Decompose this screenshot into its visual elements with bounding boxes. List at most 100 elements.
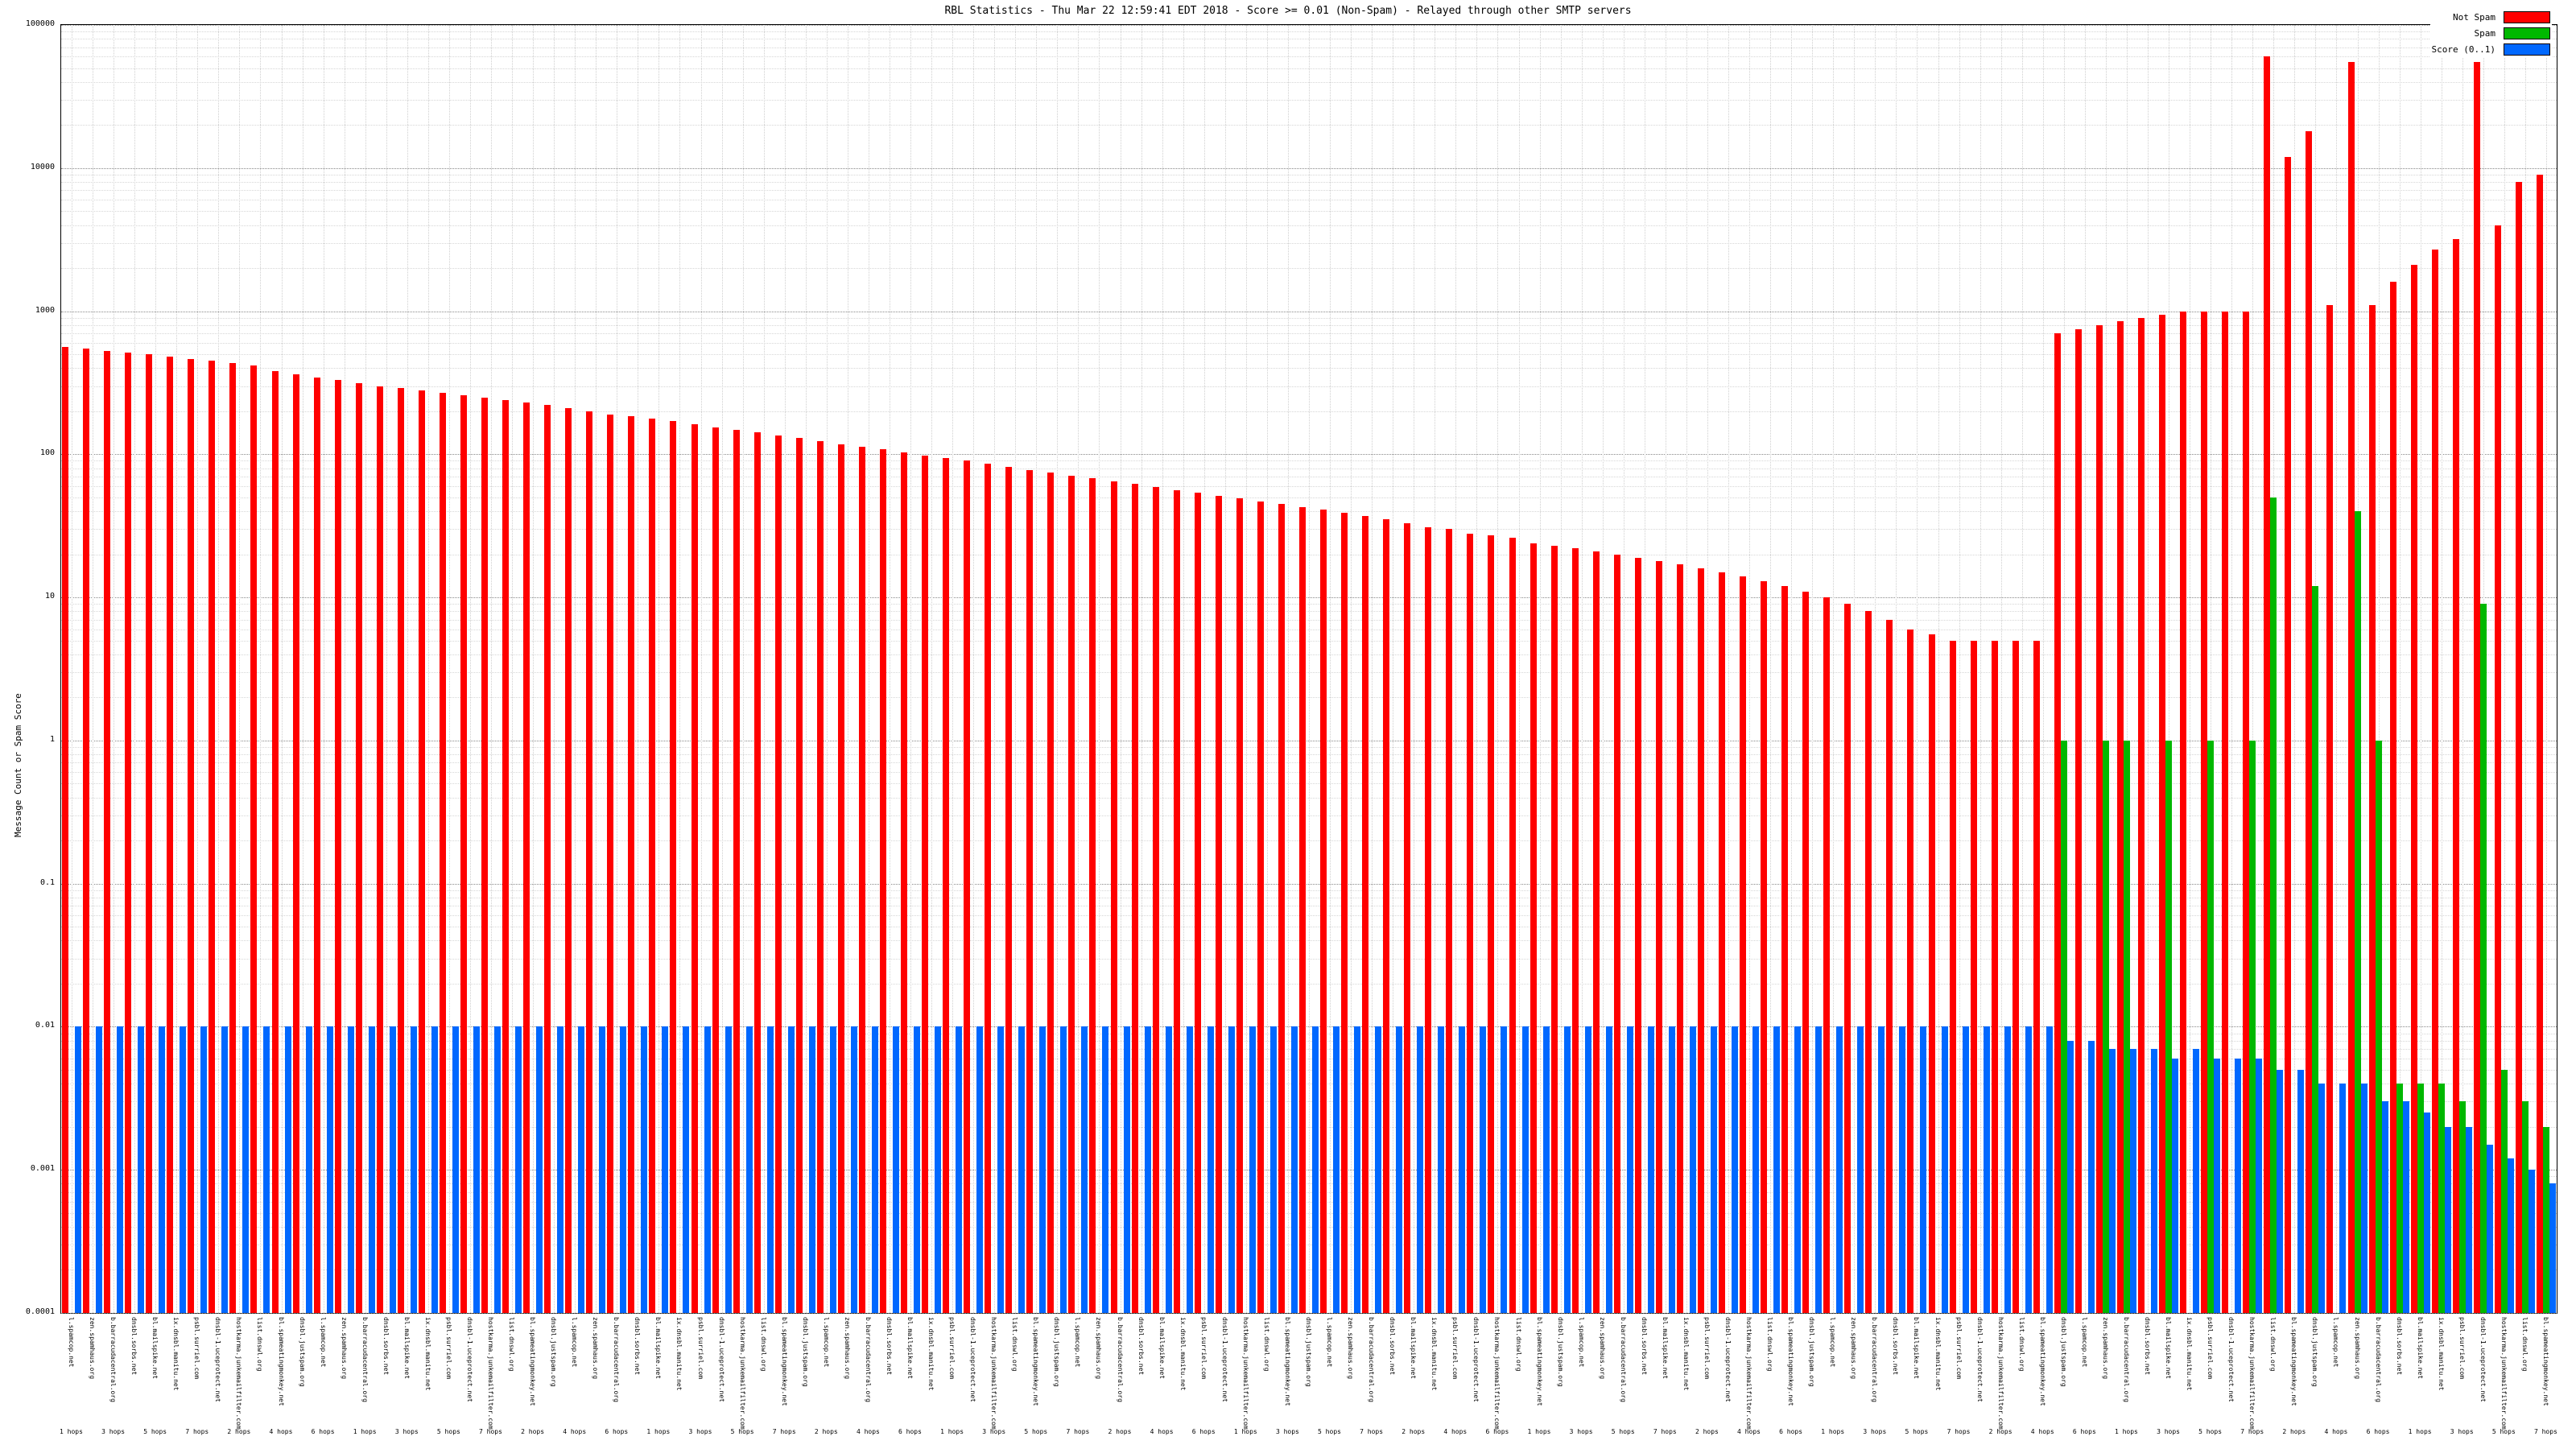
vertical-gridline (1015, 25, 1017, 1313)
vertical-gridline (260, 25, 262, 1313)
bar-not-spam (1383, 519, 1390, 1313)
bar-score (2172, 1058, 2179, 1313)
vertical-gridline (596, 25, 597, 1313)
bar-score (1941, 1026, 1948, 1313)
bar-score (2214, 1058, 2221, 1313)
bar-score (599, 1026, 606, 1313)
vertical-gridline (1770, 25, 1772, 1313)
vertical-gridline (155, 25, 157, 1313)
bar-not-spam (858, 446, 865, 1313)
bar-score (1290, 1026, 1298, 1313)
vertical-gridline (386, 25, 387, 1313)
x-hops-label: 6 hops (2366, 1428, 2390, 1435)
vertical-gridline (1476, 25, 1478, 1313)
bar-not-spam (816, 440, 824, 1313)
bar-score (1962, 1026, 1969, 1313)
vertical-gridline (1518, 25, 1520, 1313)
bar-spam (2479, 604, 2487, 1313)
bar-not-spam (565, 408, 572, 1313)
bar-score (1647, 1026, 1654, 1313)
x-tick-label: l.spamcop.net (1829, 1317, 1837, 1368)
bar-spam (2102, 740, 2109, 1313)
bar-not-spam (1110, 481, 1117, 1313)
bar-not-spam (250, 365, 258, 1313)
bar-score (1920, 1026, 1927, 1313)
bar-not-spam (1823, 597, 1831, 1313)
bar-score (2486, 1144, 2493, 1313)
bar-not-spam (83, 349, 90, 1313)
bar-not-spam (2306, 131, 2313, 1313)
bar-not-spam (418, 390, 425, 1313)
bar-not-spam (586, 411, 593, 1313)
bar-score (1438, 1026, 1445, 1313)
x-hops-label: 6 hops (311, 1428, 335, 1435)
vertical-gridline (1560, 25, 1562, 1313)
x-tick-label: bl.spameatingmonkey.net (1032, 1317, 1040, 1406)
vertical-gridline (1057, 25, 1059, 1313)
bar-not-spam (2074, 328, 2082, 1313)
x-tick-label: dnsbl-1.uceprotect.net (969, 1317, 977, 1402)
bar-score (536, 1026, 543, 1313)
bar-not-spam (2243, 311, 2250, 1313)
bar-spam (2123, 740, 2130, 1313)
bar-not-spam (1047, 472, 1055, 1313)
bar-not-spam (1970, 640, 1977, 1313)
x-hops-label: 3 hops (982, 1428, 1006, 1435)
x-hops-label: 4 hops (1443, 1428, 1468, 1435)
vertical-gridline (2462, 25, 2463, 1313)
bar-not-spam (1236, 498, 1243, 1313)
bar-score (2235, 1058, 2242, 1313)
bar-not-spam (2201, 311, 2208, 1313)
bar-spam (2417, 1084, 2424, 1313)
bar-not-spam (922, 455, 929, 1313)
bar-score (2025, 1026, 2032, 1313)
bar-spam (2375, 740, 2382, 1313)
legend-swatch-spam (2504, 27, 2550, 39)
x-hops-label: 7 hops (1946, 1428, 1971, 1435)
x-hops-label: 4 hops (1150, 1428, 1174, 1435)
x-tick-label: zen.spamhaus.org (1598, 1317, 1606, 1380)
x-tick-label: zen.spamhaus.org (843, 1317, 851, 1380)
bar-not-spam (1467, 533, 1474, 1313)
x-tick-label: hostkarma.junkemailfilter.com (990, 1317, 998, 1430)
bar-score (263, 1026, 270, 1313)
x-hops-label: 5 hops (2491, 1428, 2516, 1435)
vertical-gridline (1854, 25, 1856, 1313)
bar-not-spam (733, 430, 740, 1313)
vertical-gridline (1707, 25, 1708, 1313)
x-hops-label: 4 hops (269, 1428, 293, 1435)
vertical-gridline (1141, 25, 1142, 1313)
bar-not-spam (1865, 611, 1872, 1313)
x-hops-label: 7 hops (1360, 1428, 1384, 1435)
bar-score (431, 1026, 438, 1313)
bar-score (1081, 1026, 1088, 1313)
x-tick-label: bl.mailspike.net (151, 1317, 159, 1380)
x-tick-label: bl.mailspike.net (402, 1317, 411, 1380)
bar-not-spam (2368, 305, 2376, 1313)
bar-score (1605, 1026, 1612, 1313)
bar-score (641, 1026, 648, 1313)
x-hops-label: 1 hops (646, 1428, 671, 1435)
bar-not-spam (2012, 640, 2019, 1313)
x-hops-label: 3 hops (688, 1428, 712, 1435)
y-tick-label: 100000 (25, 19, 55, 28)
x-hops-label: 5 hops (1318, 1428, 1341, 1435)
vertical-gridline (931, 25, 933, 1313)
x-hops-label: 1 hops (60, 1428, 83, 1435)
bar-not-spam (1844, 604, 1852, 1313)
plot-area (60, 24, 2557, 1314)
bar-not-spam (607, 414, 614, 1313)
bar-not-spam (691, 424, 698, 1313)
x-tick-label: l.spamcop.net (1074, 1317, 1082, 1368)
bar-score (473, 1026, 480, 1313)
bar-not-spam (502, 399, 510, 1313)
bar-spam (2458, 1101, 2466, 1313)
bar-score (829, 1026, 836, 1313)
vertical-gridline (679, 25, 681, 1313)
x-tick-label: ix.dnsbl.manitu.net (2186, 1317, 2194, 1391)
bar-score (1417, 1026, 1424, 1313)
x-hops-label: 5 hops (1024, 1428, 1048, 1435)
bar-not-spam (334, 380, 341, 1313)
bar-not-spam (1404, 522, 1411, 1313)
bar-score (200, 1026, 208, 1313)
